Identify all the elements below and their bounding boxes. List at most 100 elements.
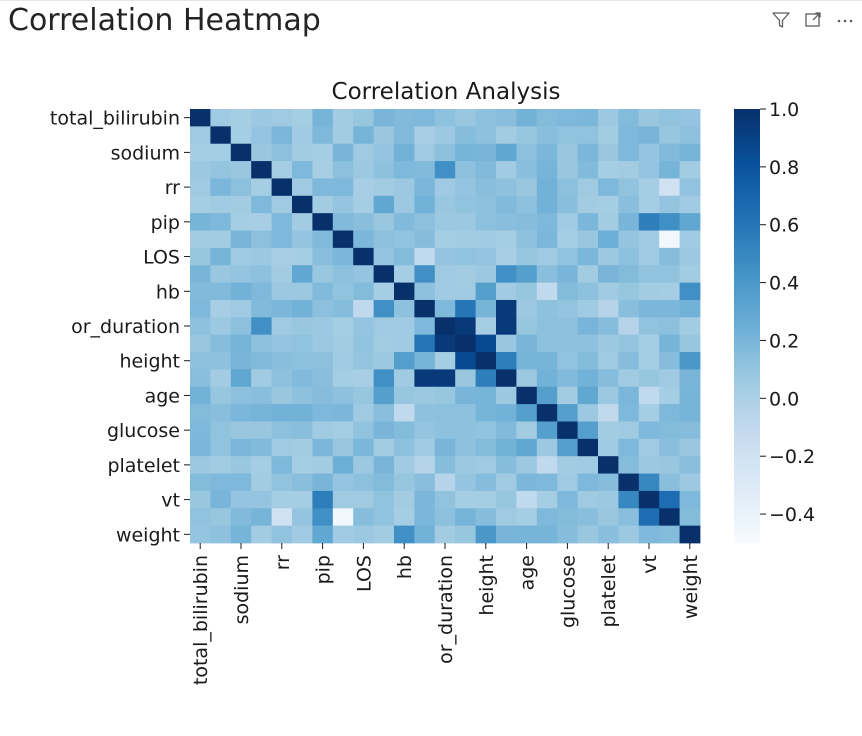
heatmap-cell — [312, 490, 334, 509]
heatmap-cell — [455, 334, 476, 353]
heatmap-cell — [455, 438, 476, 457]
heatmap-cell — [332, 404, 354, 422]
heatmap-cell — [557, 195, 578, 214]
heatmap-cell — [475, 369, 497, 388]
heatmap-cell — [475, 126, 497, 145]
heatmap-cell — [434, 490, 456, 509]
heatmap-cell — [292, 161, 313, 179]
heatmap-cell — [598, 109, 619, 127]
filter-icon[interactable] — [770, 9, 792, 31]
heatmap-cell — [271, 508, 293, 527]
heatmap-cell — [618, 161, 640, 179]
x-tick-label: LOS — [353, 555, 375, 592]
heatmap-cell — [496, 265, 517, 283]
heatmap-cell — [557, 161, 578, 179]
heatmap-cell — [557, 386, 578, 405]
heatmap-cell — [373, 299, 395, 318]
focus-mode-icon[interactable] — [802, 9, 824, 31]
heatmap-cell — [332, 317, 354, 336]
heatmap-cell — [210, 317, 232, 336]
heatmap-cell — [455, 299, 476, 318]
heatmap-cell — [557, 438, 578, 457]
heatmap-cell — [353, 456, 374, 474]
heatmap-cell — [230, 265, 252, 283]
heatmap-cell — [496, 299, 517, 318]
heatmap-cell — [434, 404, 456, 422]
heatmap-cell — [679, 334, 701, 353]
heatmap-cell — [251, 508, 272, 527]
heatmap-cell — [190, 161, 211, 179]
heatmap-cell — [271, 282, 293, 301]
heatmap-cell — [659, 126, 680, 145]
heatmap-cell — [230, 247, 252, 266]
heatmap-cell — [292, 126, 313, 145]
heatmap-cell — [210, 490, 232, 509]
heatmap-cell — [475, 195, 497, 214]
more-options-icon[interactable] — [834, 9, 856, 31]
heatmap-cell — [271, 525, 293, 544]
heatmap-cell — [536, 473, 558, 492]
heatmap-cell — [638, 265, 660, 283]
heatmap-cell — [414, 143, 436, 162]
heatmap-cell — [394, 317, 415, 336]
x-tick-label: age — [517, 555, 539, 590]
heatmap-cell — [679, 161, 701, 179]
x-axis-tick-labels: total_bilirubin sodium rr pip LOS hb or_durati… — [190, 543, 702, 685]
heatmap-cell — [332, 299, 354, 318]
heatmap-cell — [230, 282, 252, 301]
heatmap-cell — [496, 352, 517, 370]
heatmap-cell — [230, 508, 252, 527]
heatmap-cell — [292, 247, 313, 266]
heatmap-cell — [475, 247, 497, 266]
heatmap-cell — [455, 386, 476, 405]
heatmap-cell — [271, 386, 293, 405]
heatmap-cell — [434, 317, 456, 336]
heatmap-cell — [618, 334, 640, 353]
heatmap-cell — [332, 282, 354, 301]
heatmap-cell — [598, 508, 619, 527]
heatmap-cell — [618, 299, 640, 318]
heatmap-cell — [271, 456, 293, 474]
heatmap-cell — [536, 247, 558, 266]
heatmap-cell — [659, 525, 680, 544]
heatmap-cell — [536, 161, 558, 179]
heatmap-cell — [251, 317, 272, 336]
heatmap-cell — [455, 247, 476, 266]
heatmap-cell — [496, 334, 517, 353]
heatmap-cell — [679, 386, 701, 405]
heatmap-cell — [230, 317, 252, 336]
heatmap-cell — [434, 438, 456, 457]
heatmap-cell — [271, 195, 293, 214]
heatmap-cell — [638, 178, 660, 197]
heatmap-cell — [618, 178, 640, 197]
heatmap-cell — [312, 109, 334, 127]
y-tick-label: weight — [116, 524, 180, 546]
heatmap-cell — [394, 230, 415, 249]
y-tick-label: hb — [156, 281, 180, 303]
heatmap-cell — [312, 386, 334, 405]
heatmap-cell — [373, 456, 395, 474]
heatmap-cell — [475, 178, 497, 197]
heatmap-cell — [496, 490, 517, 509]
heatmap-cell — [496, 473, 517, 492]
heatmap-cell — [271, 404, 293, 422]
heatmap-cell — [230, 525, 252, 544]
heatmap-cell — [210, 265, 232, 283]
heatmap-cell — [271, 473, 293, 492]
heatmap-cell — [536, 213, 558, 231]
heatmap-cell — [292, 352, 313, 370]
heatmap-cell — [577, 525, 599, 544]
heatmap-cell — [638, 386, 660, 405]
heatmap-cell — [251, 161, 272, 179]
heatmap-cell — [332, 438, 354, 457]
heatmap-cell — [353, 230, 374, 249]
heatmap-cell — [190, 178, 211, 197]
heatmap-cell — [230, 213, 252, 231]
heatmap-cell — [638, 247, 660, 266]
heatmap-cell — [312, 456, 334, 474]
heatmap-cell — [659, 299, 680, 318]
heatmap-cell — [659, 473, 680, 492]
heatmap-cell — [598, 299, 619, 318]
heatmap-cell — [659, 508, 680, 527]
